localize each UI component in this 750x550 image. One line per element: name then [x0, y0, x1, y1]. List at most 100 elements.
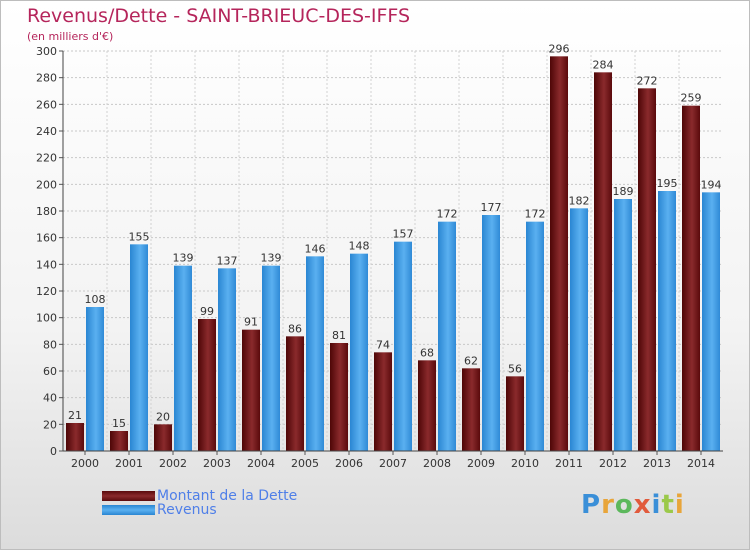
x-tick-label: 2001 [115, 457, 143, 470]
legend-swatch-revenus [102, 505, 155, 515]
x-tick-label: 2009 [467, 457, 495, 470]
data-label-revenus: 139 [173, 252, 194, 265]
logo-letter: i [651, 490, 662, 520]
bar-revenus [658, 191, 676, 451]
legend-label-revenus: Revenus [157, 502, 217, 518]
data-label-dette: 272 [637, 74, 658, 87]
data-label-revenus: 189 [613, 185, 634, 198]
bar-dette [682, 105, 700, 452]
bar-revenus [614, 199, 632, 451]
logo-letter: x [633, 490, 652, 520]
data-label-dette: 15 [112, 417, 126, 430]
bar-dette [66, 423, 84, 451]
x-tick-label: 2002 [159, 457, 187, 470]
x-tick-label: 2005 [291, 457, 319, 470]
x-tick-label: 2000 [71, 457, 99, 470]
y-tick-label: 140 [36, 258, 57, 271]
bar-revenus [350, 253, 368, 451]
data-label-revenus: 172 [525, 208, 546, 221]
data-label-dette: 68 [420, 346, 434, 359]
bar-dette [286, 336, 304, 451]
data-label-dette: 21 [68, 409, 82, 422]
bar-dette [462, 368, 480, 451]
y-tick-label: 60 [43, 365, 57, 378]
bar-dette [110, 431, 128, 451]
data-label-revenus: 177 [481, 201, 502, 214]
x-tick-label: 2007 [379, 457, 407, 470]
data-label-dette: 74 [376, 338, 390, 351]
data-label-dette: 81 [332, 329, 346, 342]
x-tick-label: 2014 [687, 457, 715, 470]
logo-letter: o [614, 490, 634, 520]
chart-subtitle: (en milliers d'€) [27, 30, 114, 43]
x-tick-label: 2004 [247, 457, 275, 470]
data-label-dette: 20 [156, 410, 170, 423]
logo-letter: t [661, 490, 675, 520]
bar-dette [418, 360, 436, 451]
x-tick-label: 2008 [423, 457, 451, 470]
bar-dette [550, 56, 568, 451]
x-tick-label: 2006 [335, 457, 363, 470]
data-label-revenus: 195 [657, 177, 678, 190]
logo-letter: i [674, 490, 685, 520]
data-label-revenus: 182 [569, 194, 590, 207]
data-label-revenus: 172 [437, 208, 458, 221]
y-tick-label: 120 [36, 285, 57, 298]
data-label-revenus: 194 [701, 178, 722, 191]
data-label-dette: 62 [464, 354, 478, 367]
bar-dette [198, 319, 216, 451]
data-label-revenus: 155 [129, 230, 150, 243]
bar-revenus [482, 215, 500, 451]
data-label-dette: 86 [288, 322, 302, 335]
y-tick-label: 40 [43, 392, 57, 405]
x-tick-label: 2003 [203, 457, 231, 470]
x-tick-label: 2010 [511, 457, 539, 470]
bar-dette [506, 376, 524, 451]
bar-dette [594, 72, 612, 451]
y-tick-label: 300 [36, 45, 57, 58]
data-label-revenus: 139 [261, 252, 282, 265]
data-label-dette: 284 [593, 58, 614, 71]
x-tick-label: 2011 [555, 457, 583, 470]
y-tick-label: 80 [43, 338, 57, 351]
y-tick-label: 200 [36, 178, 57, 191]
legend-item-dette: Montant de la Dette [102, 488, 298, 504]
bar-revenus [86, 307, 104, 451]
y-tick-label: 220 [36, 152, 57, 165]
legend-swatch-dette [102, 491, 155, 501]
axis-layer: 0204060801001201401601802002202402602803… [36, 45, 723, 470]
logo-letter: P [581, 490, 602, 520]
y-tick-label: 20 [43, 418, 57, 431]
data-label-revenus: 137 [217, 254, 238, 267]
bar-revenus [130, 244, 148, 451]
proxiti-logo: Proxiti [581, 490, 685, 520]
bar-dette [374, 352, 392, 451]
data-label-revenus: 148 [349, 240, 370, 253]
bar-dette [154, 424, 172, 451]
bar-revenus [394, 241, 412, 451]
legend-item-revenus: Revenus [102, 502, 217, 518]
data-label-revenus: 146 [305, 242, 326, 255]
bar-revenus [218, 268, 236, 451]
bar-revenus [438, 221, 456, 451]
data-label-dette: 99 [200, 305, 214, 318]
bar-revenus [174, 265, 192, 451]
data-label-dette: 296 [549, 42, 570, 55]
x-tick-label: 2012 [599, 457, 627, 470]
y-tick-label: 240 [36, 125, 57, 138]
bar-revenus [306, 256, 324, 451]
legend-label-dette: Montant de la Dette [157, 488, 298, 504]
bar-revenus [570, 208, 588, 451]
bar-revenus [262, 265, 280, 451]
grid-layer [63, 50, 723, 452]
bar-dette [330, 343, 348, 451]
y-tick-label: 280 [36, 72, 57, 85]
chart-title: Revenus/Dette - SAINT-BRIEUC-DES-IFFS [27, 5, 411, 27]
data-label-dette: 56 [508, 362, 522, 375]
y-tick-label: 160 [36, 232, 57, 245]
data-label-dette: 259 [681, 92, 702, 105]
y-tick-label: 100 [36, 312, 57, 325]
bar-revenus [702, 192, 720, 452]
bars-layer [66, 56, 720, 452]
